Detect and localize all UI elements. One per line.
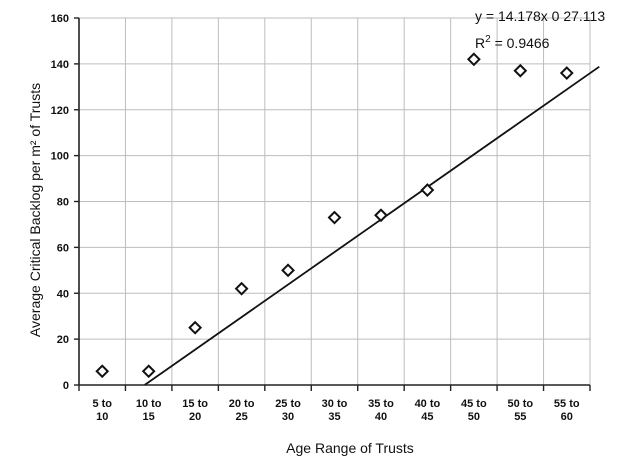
- x-tick-label: 50 to 55: [507, 398, 533, 423]
- data-point: [374, 208, 388, 223]
- data-point: [559, 66, 574, 80]
- x-axis-title: Age Range of Trusts: [286, 440, 414, 456]
- x-tick-label: 25 to 30: [275, 398, 301, 423]
- y-tick-label: 20: [57, 334, 69, 346]
- y-tick-label: 40: [57, 288, 69, 300]
- gridlines: [79, 17, 591, 385]
- data-point: [188, 320, 203, 335]
- x-tick-label: 45 to 50: [461, 398, 487, 423]
- trendline-r-squared: R2 = 0.9466: [475, 34, 550, 51]
- data-points: [95, 52, 574, 379]
- y-tick-label: 0: [63, 380, 69, 392]
- y-tick-label: 140: [51, 59, 69, 71]
- x-tick-label: 5 to 10: [92, 398, 112, 423]
- x-tick-label: 55 to 60: [554, 398, 580, 423]
- trendline-equation: y = 14.178x 0 27.113: [475, 8, 605, 24]
- data-point: [327, 210, 342, 225]
- y-tick-label: 120: [51, 105, 69, 117]
- y-tick-label: 160: [51, 13, 69, 25]
- x-axis-ticks: 5 to 10 10 to 15 15 to 20 20 to 25 25 to 30 30 to 3…: [78, 385, 591, 423]
- data-point: [141, 364, 156, 379]
- x-tick-label: 30 to 35: [322, 398, 348, 423]
- x-tick-label: 15 to 20: [182, 398, 208, 423]
- data-point: [420, 183, 435, 197]
- trendline: [144, 65, 600, 386]
- data-point: [234, 281, 249, 296]
- y-axis-ticks: 0 20 40 60 80 100 120 140 160: [51, 13, 79, 392]
- x-tick-label: 35 to 40: [368, 398, 394, 423]
- x-tick-label: 20 to 25: [229, 398, 255, 423]
- y-tick-label: 60: [57, 242, 69, 254]
- x-tick-label: 40 to 45: [415, 398, 441, 423]
- y-tick-label: 100: [51, 151, 69, 163]
- data-point: [513, 63, 528, 78]
- data-point: [95, 364, 110, 379]
- data-point: [466, 52, 481, 67]
- y-tick-label: 80: [57, 197, 69, 209]
- x-tick-label: 10 to 15: [136, 398, 162, 423]
- data-point: [281, 263, 295, 278]
- y-axis-title: Average Critical Backlog per m² of Trust…: [27, 83, 43, 337]
